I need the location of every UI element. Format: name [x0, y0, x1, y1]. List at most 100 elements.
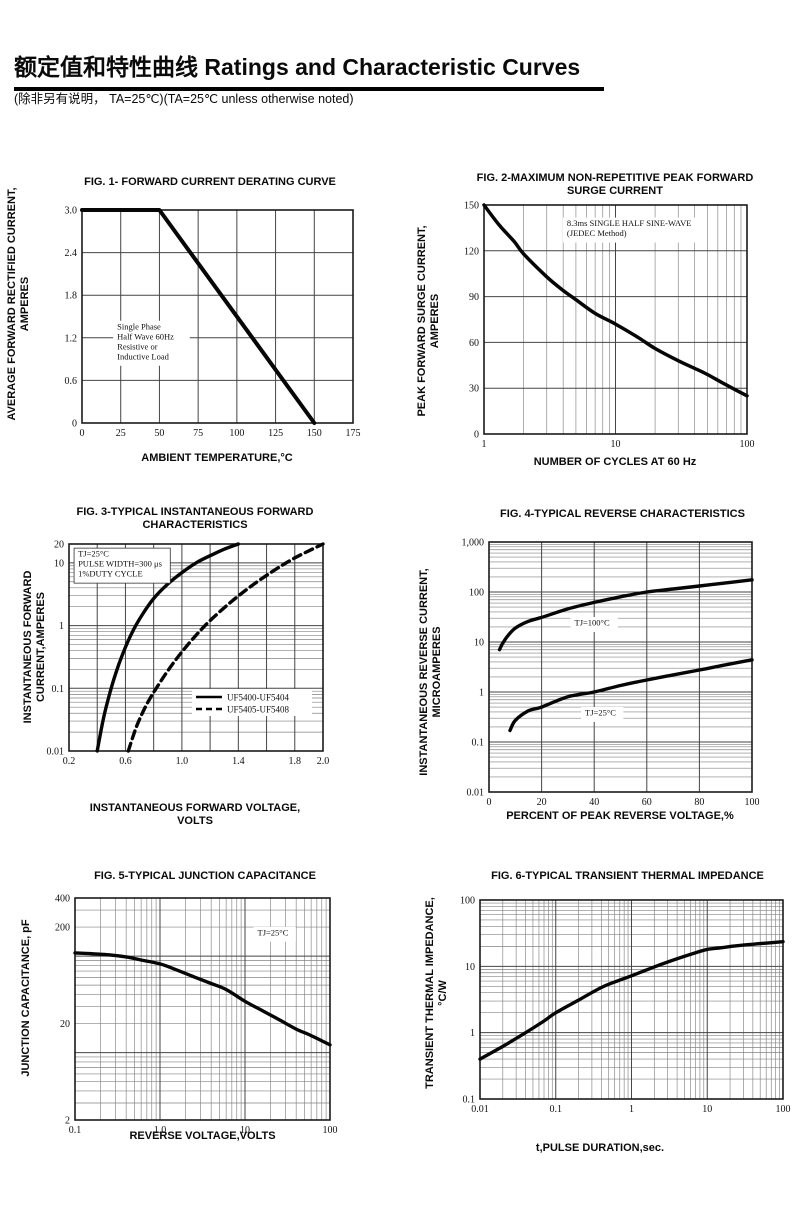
svg-text:1.8: 1.8: [289, 756, 302, 767]
fig5-x-axis-label: REVERSE VOLTAGE,VOLTS: [129, 1130, 276, 1142]
page-subtitle: (除非另有说明， TA=25℃)(TA=25℃ unless otherwise…: [14, 92, 354, 106]
svg-text:400: 400: [55, 894, 70, 905]
svg-text:100: 100: [460, 896, 475, 907]
page-title-zh: 额定值和特性曲线: [14, 54, 198, 80]
svg-text:1: 1: [482, 439, 487, 450]
fig5-chart: TJ=25°C 0.1 1.0 10 100 2 20 200 400: [55, 894, 338, 1137]
fig2-ylabel-line1: PEAK FORWARD SURGE CURRENT,: [416, 225, 428, 417]
svg-text:(JEDEC Method): (JEDEC Method): [567, 228, 627, 238]
svg-text:0.6: 0.6: [65, 376, 78, 387]
svg-text:8.3ms SINGLE HALF SINE-WAVE: 8.3ms SINGLE HALF SINE-WAVE: [567, 218, 692, 228]
svg-text:100: 100: [745, 797, 760, 808]
svg-text:100: 100: [323, 1125, 338, 1136]
svg-text:150: 150: [307, 428, 322, 439]
fig5-ylabel-line1: JUNCTION CAPACITANCE, pF: [20, 919, 32, 1077]
fig6-title: FIG. 6-TYPICAL TRANSIENT THERMAL IMPEDAN…: [491, 870, 764, 882]
svg-text:1.0: 1.0: [176, 756, 189, 767]
svg-text:0: 0: [487, 797, 492, 808]
svg-text:2: 2: [65, 1116, 70, 1127]
fig1-ylabel-line1: AVERAGE FORWARD RECTIFIED CURRENT,: [6, 187, 18, 421]
svg-text:60: 60: [469, 338, 479, 349]
svg-text:Resistive or: Resistive or: [117, 341, 158, 351]
svg-text:20: 20: [537, 797, 547, 808]
svg-text:60: 60: [642, 797, 652, 808]
svg-text:1,000: 1,000: [462, 538, 485, 549]
svg-text:80: 80: [694, 797, 704, 808]
svg-text:1.4: 1.4: [232, 756, 245, 767]
svg-text:10: 10: [474, 638, 484, 649]
svg-text:1: 1: [479, 688, 484, 699]
page-title-en: Ratings and Characteristic Curves: [204, 54, 581, 80]
fig3-x-axis-label: INSTANTANEOUS FORWARD VOLTAGE, VOLTS: [89, 802, 301, 827]
fig3-title: FIG. 3-TYPICAL INSTANTANEOUS FORWARD CHA…: [76, 506, 314, 531]
fig4-title: FIG. 4-TYPICAL REVERSE CHARACTERISTICS: [500, 508, 745, 520]
svg-text:Half Wave 60Hz: Half Wave 60Hz: [117, 331, 174, 341]
fig5-title: FIG. 5-TYPICAL JUNCTION CAPACITANCE: [94, 870, 316, 882]
svg-text:0.01: 0.01: [471, 1104, 489, 1115]
svg-text:50: 50: [154, 428, 164, 439]
fig1-x-axis-label: AMBIENT TEMPERATURE,°C: [141, 452, 293, 464]
fig1-title: FIG. 1- FORWARD CURRENT DERATING CURVE: [84, 176, 336, 188]
svg-text:100: 100: [469, 588, 484, 599]
svg-text:0.1: 0.1: [69, 1125, 82, 1136]
svg-text:0.2: 0.2: [63, 756, 76, 767]
svg-text:UF5405-UF5408: UF5405-UF5408: [227, 705, 290, 715]
svg-text:Single Phase: Single Phase: [117, 321, 161, 331]
svg-text:10: 10: [465, 962, 475, 973]
svg-text:UF5400-UF5404: UF5400-UF5404: [227, 693, 290, 703]
svg-text:10: 10: [240, 1125, 250, 1136]
svg-text:40: 40: [589, 797, 599, 808]
fig5-y-axis-label: JUNCTION CAPACITANCE, pF: [20, 888, 33, 1108]
svg-text:75: 75: [193, 428, 203, 439]
svg-text:90: 90: [469, 292, 479, 303]
svg-text:1.2: 1.2: [65, 333, 78, 344]
fig1-y-axis-label: AVERAGE FORWARD RECTIFIED CURRENT, AMPER…: [6, 156, 32, 452]
svg-text:10: 10: [702, 1104, 712, 1115]
svg-text:100: 100: [229, 428, 244, 439]
fig2-chart: 8.3ms SINGLE HALF SINE-WAVE(JEDEC Method…: [464, 201, 755, 451]
svg-text:TJ=25°C: TJ=25°C: [258, 927, 289, 937]
svg-text:PULSE WIDTH=300 μs: PULSE WIDTH=300 μs: [78, 559, 162, 569]
fig4-chart: TJ=100°C TJ=25°C 0 20 40 60 80 100 0.01 0.1 1 10 100…: [462, 538, 760, 809]
fig4-x-axis-label: PERCENT OF PEAK REVERSE VOLTAGE,%: [506, 810, 734, 822]
svg-text:0: 0: [474, 430, 479, 441]
svg-text:0: 0: [80, 428, 85, 439]
fig4-ylabel-line1: INSTANTANEOUS REVERSE CURRENT,: [418, 568, 430, 776]
svg-text:TJ=100°C: TJ=100°C: [575, 618, 610, 628]
svg-text:0.01: 0.01: [467, 788, 485, 799]
svg-text:100: 100: [740, 439, 755, 450]
svg-text:10: 10: [54, 558, 64, 569]
svg-text:30: 30: [469, 384, 479, 395]
fig4-y-axis-label: INSTANTANEOUS REVERSE CURRENT, MICROAMPE…: [418, 536, 444, 808]
svg-text:150: 150: [464, 201, 479, 212]
svg-text:20: 20: [60, 1019, 70, 1030]
fig4-ylabel-line2: MICROAMPERES: [431, 626, 443, 718]
svg-text:10: 10: [611, 439, 621, 450]
svg-text:25: 25: [116, 428, 126, 439]
svg-text:0.6: 0.6: [119, 756, 132, 767]
svg-text:200: 200: [55, 923, 70, 934]
svg-text:120: 120: [464, 246, 479, 257]
svg-text:0.1: 0.1: [463, 1095, 476, 1106]
svg-text:Inductive Load: Inductive Load: [117, 351, 169, 361]
svg-text:0.1: 0.1: [472, 738, 485, 749]
page-title: 额定值和特性曲线 Ratings and Characteristic Curv…: [14, 48, 604, 91]
svg-text:1.8: 1.8: [65, 291, 78, 302]
svg-text:TJ=25°C: TJ=25°C: [585, 708, 616, 718]
svg-text:TJ=25°C: TJ=25°C: [78, 549, 109, 559]
svg-text:125: 125: [268, 428, 283, 439]
svg-text:1: 1: [629, 1104, 634, 1115]
svg-text:20: 20: [54, 540, 64, 551]
svg-text:3.0: 3.0: [65, 206, 78, 217]
svg-text:175: 175: [346, 428, 361, 439]
fig2-x-axis-label: NUMBER OF CYCLES AT 60 Hz: [533, 456, 697, 468]
svg-text:2.4: 2.4: [65, 248, 78, 259]
svg-text:0.1: 0.1: [550, 1104, 563, 1115]
fig2-title: FIG. 2-MAXIMUM NON-REPETITIVE PEAK FORWA…: [476, 172, 754, 197]
svg-text:1.0: 1.0: [154, 1125, 167, 1136]
fig6-x-axis-label: t,PULSE DURATION,sec.: [535, 1142, 665, 1154]
